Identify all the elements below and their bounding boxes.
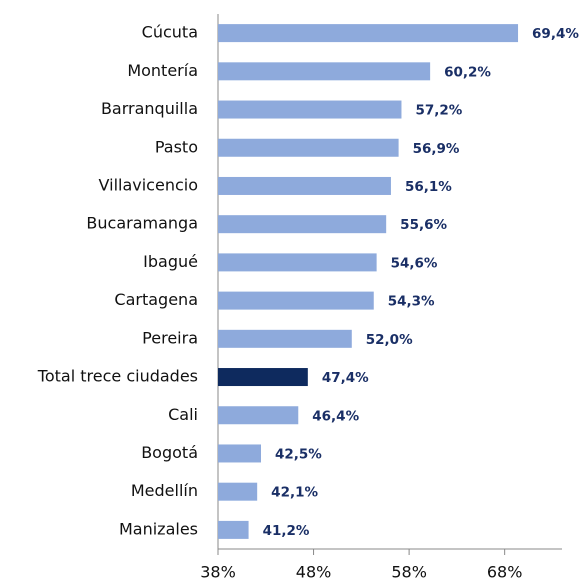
value-label: 46,4%	[312, 408, 359, 424]
category-label: Total trece ciudades	[37, 367, 198, 386]
bar	[218, 253, 377, 272]
x-tick-label: 58%	[391, 563, 427, 582]
bar	[218, 406, 299, 425]
category-label: Cartagena	[114, 290, 198, 309]
category-label: Montería	[127, 61, 198, 80]
bar	[218, 176, 391, 195]
x-tick-label: 38%	[200, 563, 236, 582]
bar	[218, 482, 258, 501]
value-label: 60,2%	[444, 64, 491, 80]
bar	[218, 368, 308, 387]
bar	[218, 62, 431, 81]
bar	[218, 444, 261, 463]
bar	[218, 100, 402, 119]
category-label: Cúcuta	[142, 23, 198, 42]
bar	[218, 520, 249, 539]
category-label: Pasto	[155, 137, 198, 156]
value-label: 56,1%	[405, 179, 452, 195]
category-label: Villavicencio	[99, 175, 198, 194]
value-label: 42,5%	[275, 446, 322, 462]
value-label: 54,3%	[388, 294, 435, 310]
value-label: 55,6%	[400, 217, 447, 233]
value-label: 52,0%	[366, 332, 413, 348]
category-label: Cali	[168, 405, 198, 424]
category-label: Bogotá	[141, 443, 198, 462]
category-label: Ibagué	[143, 252, 198, 271]
value-label: 54,6%	[391, 255, 438, 271]
value-label: 57,2%	[415, 103, 462, 119]
value-label: 41,2%	[263, 523, 310, 539]
category-label: Bucaramanga	[86, 214, 198, 233]
x-tick-label: 48%	[296, 563, 332, 582]
bar	[218, 24, 519, 43]
category-label: Medellín	[131, 481, 198, 500]
x-tick-label: 68%	[487, 563, 523, 582]
value-label: 56,9%	[413, 141, 460, 157]
category-label: Barranquilla	[101, 99, 198, 118]
bar	[218, 329, 352, 348]
value-label: 69,4%	[532, 26, 579, 42]
bar	[218, 215, 387, 234]
bar	[218, 291, 374, 310]
value-label: 42,1%	[271, 485, 318, 501]
category-label: Manizales	[119, 519, 198, 538]
value-label: 47,4%	[322, 370, 369, 386]
category-label: Pereira	[142, 328, 198, 347]
bar	[218, 138, 399, 157]
